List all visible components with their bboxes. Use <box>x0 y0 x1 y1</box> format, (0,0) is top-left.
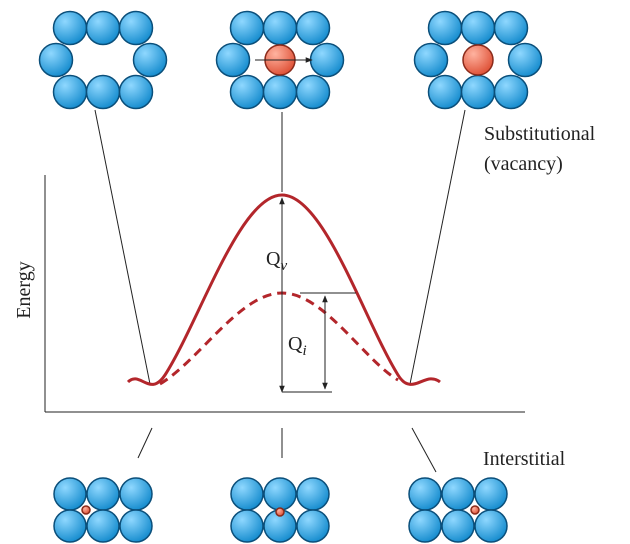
atom <box>264 12 297 45</box>
solute-atom <box>471 506 479 514</box>
atom <box>120 12 153 45</box>
atom <box>134 44 167 77</box>
qi-label: Qi <box>288 333 307 359</box>
atom <box>231 12 264 45</box>
atom <box>231 478 263 510</box>
connectors <box>95 110 465 472</box>
atom <box>429 12 462 45</box>
atom <box>54 76 87 109</box>
atom <box>409 478 441 510</box>
atom <box>87 478 119 510</box>
atom <box>409 510 441 542</box>
atom <box>311 44 344 77</box>
atom <box>297 76 330 109</box>
atom <box>40 44 73 77</box>
atom <box>120 76 153 109</box>
diagram: Qv Qi Substitutional (vacancy) Interstit… <box>0 0 630 544</box>
atom <box>495 76 528 109</box>
atom <box>509 44 542 77</box>
atom <box>54 478 86 510</box>
atom <box>87 12 120 45</box>
solute-atom <box>276 508 284 516</box>
solute-atom <box>463 45 493 75</box>
atom <box>297 510 329 542</box>
atom <box>217 44 250 77</box>
atom <box>429 76 462 109</box>
atom <box>87 510 119 542</box>
substitutional-label: Substitutional <box>484 123 596 145</box>
atom <box>475 478 507 510</box>
vacancy-label: (vacancy) <box>484 153 563 175</box>
atom <box>462 12 495 45</box>
atom <box>87 76 120 109</box>
atom <box>442 478 474 510</box>
atom <box>54 12 87 45</box>
atom-groups <box>40 12 542 543</box>
atom <box>264 478 296 510</box>
atom <box>442 510 474 542</box>
atom <box>120 510 152 542</box>
atom <box>495 12 528 45</box>
vacancy-curve <box>128 195 440 384</box>
atom <box>264 76 297 109</box>
atom <box>475 510 507 542</box>
atom <box>415 44 448 77</box>
atom <box>54 510 86 542</box>
solute-atom <box>82 506 90 514</box>
energy-axis-label: Energy <box>13 261 35 318</box>
atom <box>231 76 264 109</box>
atom <box>462 76 495 109</box>
atom <box>297 12 330 45</box>
atom <box>231 510 263 542</box>
interstitial-label: Interstitial <box>483 448 566 470</box>
atom <box>120 478 152 510</box>
atom <box>297 478 329 510</box>
qv-label: Qv <box>266 248 287 274</box>
